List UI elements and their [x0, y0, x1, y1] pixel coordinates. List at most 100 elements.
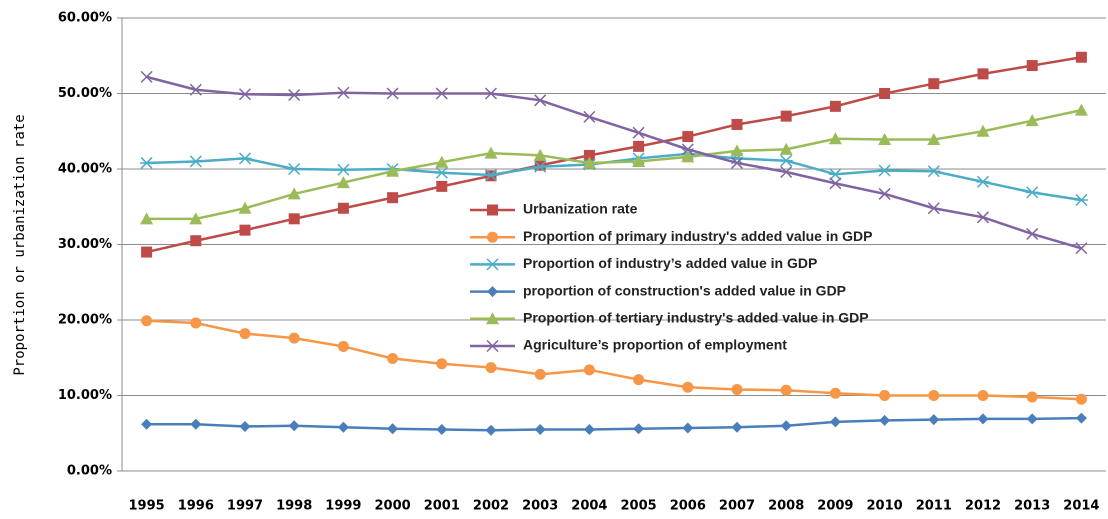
marker: [484, 87, 498, 100]
marker: [534, 94, 547, 107]
marker: [487, 204, 498, 216]
marker: [633, 423, 645, 435]
x-tick-label: 2003: [522, 499, 558, 514]
marker: [829, 177, 842, 190]
marker: [1025, 186, 1039, 199]
marker: [239, 420, 251, 432]
x-tick-label: 2001: [424, 499, 460, 514]
marker: [190, 317, 202, 329]
legend-label: Agriculture’s proportion of employment: [523, 337, 787, 353]
marker: [633, 140, 645, 152]
y-tick-label: 30.00%: [58, 237, 112, 252]
x-tick-label: 2005: [621, 499, 657, 514]
marker: [288, 420, 300, 432]
marker: [780, 384, 792, 396]
marker: [928, 414, 940, 426]
x-tick-label: 2009: [817, 499, 853, 514]
marker: [484, 169, 498, 182]
marker: [436, 423, 448, 435]
marker: [633, 374, 645, 386]
marker: [533, 160, 547, 173]
marker: [780, 110, 792, 122]
marker: [1074, 103, 1088, 116]
marker: [239, 224, 251, 236]
marker: [1075, 412, 1087, 424]
marker: [386, 164, 400, 177]
y-tick-label: 40.00%: [58, 162, 112, 177]
marker: [682, 422, 694, 434]
marker: [239, 328, 251, 340]
marker: [1075, 393, 1087, 405]
legend-label: Proportion of primary industry's added v…: [523, 228, 873, 244]
marker: [829, 416, 841, 428]
legend-label: Proportion of tertiary industry's added …: [523, 310, 869, 326]
marker: [977, 390, 989, 401]
marker: [141, 418, 153, 430]
marker: [141, 315, 153, 327]
marker: [436, 180, 448, 192]
marker: [141, 246, 153, 258]
marker: [189, 155, 203, 168]
marker: [485, 424, 497, 436]
marker: [238, 152, 252, 165]
x-tick-label: 1997: [227, 499, 263, 514]
x-tick-label: 2011: [916, 499, 952, 514]
marker: [288, 332, 300, 344]
y-tick-label: 50.00%: [58, 86, 112, 101]
marker: [879, 390, 891, 401]
x-tick-label: 1995: [129, 499, 165, 514]
marker: [190, 418, 202, 430]
marker: [730, 144, 744, 157]
y-tick-label: 0.00%: [67, 464, 112, 479]
marker: [780, 420, 792, 432]
legend-label: Urbanization rate: [523, 201, 638, 217]
x-tick-label: 2004: [571, 499, 607, 514]
marker: [533, 148, 547, 161]
marker: [534, 423, 546, 435]
marker: [731, 118, 743, 130]
legend-label: proportion of construction's added value…: [523, 282, 846, 298]
marker: [928, 390, 940, 401]
marker: [976, 175, 990, 188]
marker: [190, 235, 202, 247]
marker: [731, 383, 743, 395]
marker: [287, 187, 301, 200]
marker: [583, 364, 595, 376]
series-line: [146, 56, 1082, 254]
marker: [779, 142, 793, 155]
marker: [140, 70, 153, 83]
marker: [927, 202, 940, 215]
marker: [879, 414, 891, 426]
x-tick-label: 2007: [719, 499, 755, 514]
x-tick-label: 2002: [473, 499, 509, 514]
marker: [632, 154, 646, 167]
marker: [336, 163, 350, 176]
x-tick-label: 1999: [325, 499, 361, 514]
marker: [828, 132, 842, 145]
series-line: [146, 319, 1082, 401]
marker: [682, 131, 694, 143]
marker: [1025, 114, 1039, 127]
marker: [435, 155, 449, 168]
x-tick-label: 2006: [670, 499, 706, 514]
marker: [337, 421, 349, 433]
marker: [387, 423, 399, 435]
marker: [337, 202, 349, 214]
marker: [1026, 391, 1038, 403]
y-tick-label: 60.00%: [58, 11, 112, 26]
marker: [189, 83, 202, 96]
marker: [534, 159, 546, 171]
marker: [435, 87, 448, 100]
marker: [189, 212, 203, 225]
marker: [977, 413, 989, 425]
marker: [288, 213, 300, 225]
marker: [1075, 51, 1087, 63]
x-tick-label: 2014: [1063, 499, 1099, 514]
marker: [582, 156, 596, 169]
marker: [879, 88, 891, 99]
marker: [779, 154, 793, 167]
marker: [828, 168, 842, 181]
marker: [337, 86, 350, 99]
marker: [436, 358, 448, 370]
x-tick-label: 1998: [276, 499, 312, 514]
